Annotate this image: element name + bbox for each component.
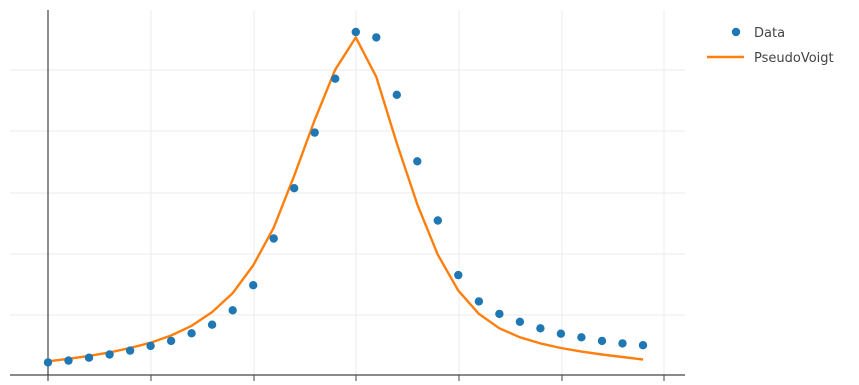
legend: Data PseudoVoigt — [707, 26, 834, 66]
data-point — [618, 339, 627, 348]
data-point — [331, 74, 340, 83]
data-point — [556, 329, 566, 338]
data-point — [187, 329, 196, 338]
data-point — [64, 356, 73, 365]
legend-item-data[interactable]: Data — [731, 26, 785, 41]
data-point — [43, 358, 53, 367]
data-point — [207, 320, 217, 329]
legend-marker-data — [731, 27, 741, 37]
data-point — [433, 216, 442, 225]
data-point — [515, 317, 525, 326]
data-point — [536, 324, 545, 333]
legend-item-pseudovoigt[interactable]: PseudoVoigt — [707, 51, 834, 66]
data-point — [638, 341, 648, 350]
data-point — [310, 128, 319, 137]
data-point — [454, 270, 463, 280]
legend-label-pseudovoigt: PseudoVoigt — [754, 51, 834, 66]
legend-label-data: Data — [754, 26, 785, 41]
data-point — [495, 309, 504, 319]
data-point — [105, 350, 114, 359]
gridlines — [10, 10, 685, 375]
data-point — [372, 33, 381, 42]
plot-area — [10, 10, 685, 381]
data-point — [125, 346, 135, 355]
data-point — [84, 353, 94, 362]
data-point — [166, 336, 176, 346]
axes — [10, 10, 685, 381]
x-axis-ticks — [47, 375, 665, 381]
data-point — [290, 184, 299, 193]
data-point — [474, 297, 484, 306]
data-point — [577, 333, 586, 342]
data-point — [597, 336, 607, 346]
data-point — [146, 341, 155, 351]
data-point — [228, 306, 237, 315]
data-point — [249, 281, 258, 290]
data-point — [351, 27, 360, 37]
series-pseudovoigt — [47, 36, 644, 363]
pseudovoigt-line — [47, 36, 644, 363]
series-data — [43, 27, 648, 367]
data-point — [392, 90, 401, 100]
data-point — [269, 234, 278, 243]
data-point — [413, 157, 422, 166]
